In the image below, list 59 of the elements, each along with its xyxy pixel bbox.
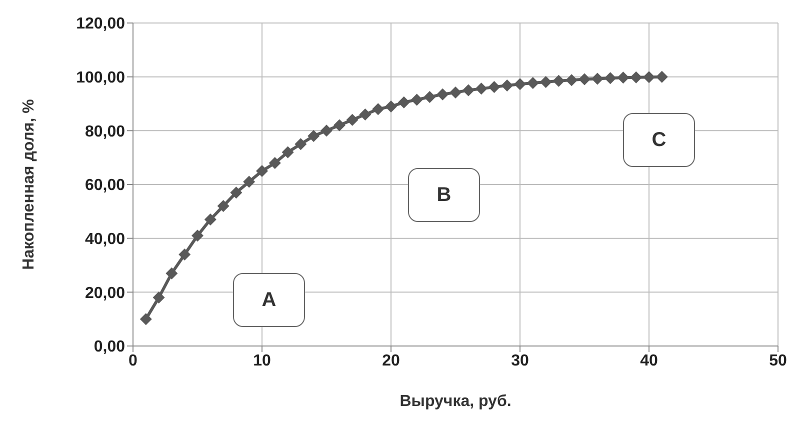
x-tick-label: 0 <box>128 352 138 370</box>
point <box>308 130 320 142</box>
point <box>424 91 436 104</box>
point <box>346 114 358 126</box>
annotation: C <box>623 113 695 167</box>
point <box>578 73 590 86</box>
point <box>436 88 449 100</box>
point <box>217 200 230 212</box>
y-tick-label: 100,00 <box>76 70 126 87</box>
point <box>410 94 423 106</box>
point <box>450 86 462 98</box>
point <box>268 156 281 169</box>
point <box>540 76 552 88</box>
y-tick-label: 120,00 <box>76 16 126 33</box>
point <box>192 230 204 242</box>
point <box>514 78 526 90</box>
point <box>166 267 178 280</box>
point <box>462 84 474 96</box>
point <box>604 72 616 84</box>
point <box>398 96 410 108</box>
point <box>333 119 346 132</box>
point <box>282 146 294 158</box>
point <box>243 176 256 188</box>
x-axis-title: Выручка, руб. <box>400 393 512 410</box>
point <box>591 72 604 85</box>
point <box>385 100 397 112</box>
point <box>643 71 655 84</box>
annotation: A <box>233 273 305 327</box>
x-tick-label: 10 <box>253 352 271 370</box>
point <box>566 74 578 86</box>
point <box>372 103 384 116</box>
point <box>140 313 152 326</box>
y-tick-label: 60,00 <box>84 177 126 194</box>
point <box>501 79 514 92</box>
x-tick-label: 30 <box>511 352 529 370</box>
point <box>178 248 191 260</box>
point <box>526 77 539 90</box>
point <box>320 124 332 137</box>
point <box>630 71 642 84</box>
point <box>488 81 500 94</box>
x-tick-label: 20 <box>382 352 400 370</box>
point <box>552 74 565 87</box>
point <box>475 82 488 95</box>
y-axis-title: Накопленная доля, % <box>20 99 38 270</box>
point <box>656 70 668 83</box>
point <box>204 213 216 226</box>
annotation: B <box>408 168 480 222</box>
y-tick-label: 40,00 <box>84 231 126 248</box>
point <box>617 72 630 84</box>
point <box>230 186 242 199</box>
point <box>152 292 165 304</box>
x-tick-label: 40 <box>640 352 658 370</box>
x-tick-label: 50 <box>769 352 787 370</box>
point <box>359 108 372 121</box>
point <box>294 138 307 150</box>
y-tick-label: 20,00 <box>84 284 126 302</box>
y-tick-label: 80,00 <box>84 123 126 140</box>
point <box>256 165 268 178</box>
y-tick-label: 0,00 <box>94 338 126 356</box>
